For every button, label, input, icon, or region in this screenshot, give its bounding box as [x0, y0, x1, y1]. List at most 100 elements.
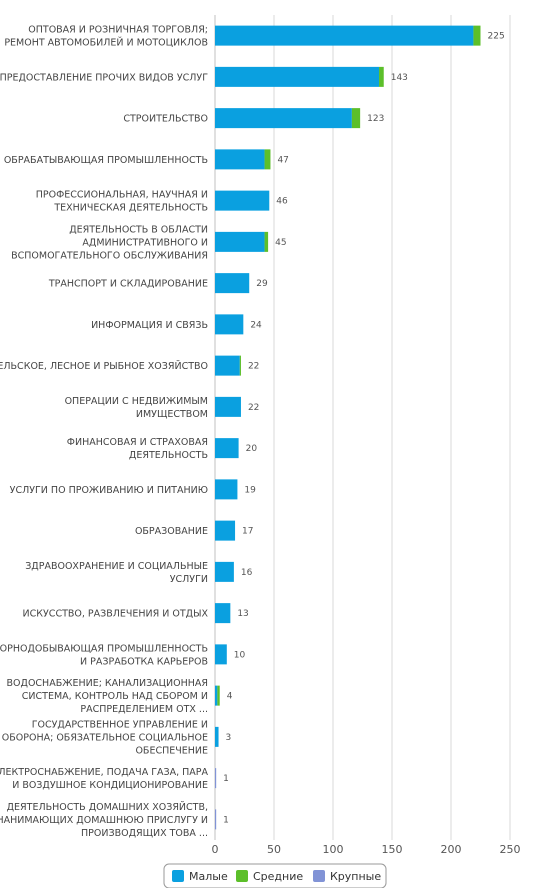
category-label: ТРАНСПОРТ И СКЛАДИРОВАНИЕ	[48, 279, 208, 290]
data-label: 17	[242, 527, 253, 537]
category-label: ДЕЯТЕЛЬНОСТЬ	[129, 450, 208, 461]
category-label: ОБЕСПЕЧЕНИЕ	[135, 745, 208, 756]
data-label: 4	[227, 692, 233, 702]
data-label: 22	[248, 362, 259, 372]
x-tick-label: 150	[382, 843, 403, 856]
category-label: ПРОИЗВОДЯЩИХ ТОВА ...	[81, 828, 208, 839]
bar-segment[interactable]	[215, 314, 244, 335]
category-labels: ОПТОВАЯ И РОЗНИЧНАЯ ТОРГОВЛЯ;РЕМОНТ АВТО…	[0, 25, 209, 839]
legend-item-small[interactable]: Малые	[172, 870, 228, 883]
category-label: ОПЕРАЦИИ С НЕДВИЖИМЫМ	[65, 396, 208, 407]
bar-segment[interactable]	[215, 190, 270, 211]
category-label: ОБРАБАТЫВАЮЩАЯ ПРОМЫШЛЕННОСТЬ	[4, 155, 208, 166]
category-label: ПРОФЕССИОНАЛЬНАЯ, НАУЧНАЯ И	[36, 190, 208, 201]
data-label: 19	[244, 485, 256, 495]
data-label: 13	[237, 609, 248, 619]
category-label: ОБРАЗОВАНИЕ	[135, 526, 208, 537]
bar-segment[interactable]	[215, 644, 227, 665]
data-label: 29	[256, 279, 268, 289]
bar-segment[interactable]	[215, 768, 217, 789]
category-label: СЕЛЬСКОЕ, ЛЕСНОЕ И РЫБНОЕ ХОЗЯЙСТВО	[0, 360, 208, 372]
category-label: ПРЕДОСТАВЛЕНИЕ ПРОЧИХ ВИДОВ УСЛУГ	[0, 72, 208, 83]
category-label: И РАЗРАБОТКА КАРЬЕРОВ	[80, 656, 208, 667]
bar-segment[interactable]	[215, 396, 241, 417]
category-label: РАСПРЕДЕЛЕНИЕМ ОТХ ...	[80, 704, 208, 715]
bars	[215, 25, 481, 830]
bar-segment[interactable]	[215, 438, 239, 459]
bar-segment[interactable]	[215, 603, 231, 624]
bar-segment[interactable]	[215, 108, 352, 129]
legend-swatch-small	[172, 870, 184, 882]
data-label: 46	[276, 197, 288, 207]
data-label: 47	[277, 155, 288, 165]
x-tick-label: 250	[500, 843, 521, 856]
bar-segment[interactable]	[215, 685, 218, 706]
category-label: РЕМОНТ АВТОМОБИЛЕЙ И МОТОЦИКЛОВ	[4, 37, 208, 49]
legend-label-medium: Средние	[253, 870, 303, 883]
bar-segment[interactable]	[264, 231, 269, 252]
x-tick-label: 100	[323, 843, 344, 856]
bar-segment[interactable]	[215, 66, 380, 87]
data-label: 1	[223, 774, 229, 784]
legend-swatch-large	[313, 870, 325, 882]
bar-segment[interactable]	[215, 479, 238, 500]
category-label: СТРОИТЕЛЬСТВО	[123, 114, 208, 125]
bar-segment[interactable]	[215, 25, 474, 46]
category-label: ВСПОМОГАТЕЛЬНОГО ОБСЛУЖИВАНИЯ	[11, 250, 208, 261]
data-label: 1	[223, 815, 229, 825]
data-label: 22	[248, 403, 259, 413]
legend-box	[163, 863, 387, 888]
category-label: ДЕЯТЕЛЬНОСТЬ ДОМАШНИХ ХОЗЯЙСТВ,	[7, 801, 208, 813]
category-label: ОПТОВАЯ И РОЗНИЧНАЯ ТОРГОВЛЯ;	[28, 25, 208, 36]
bar-segment[interactable]	[215, 726, 219, 747]
category-label: ГОСУДАРСТВЕННОЕ УПРАВЛЕНИЕ И	[32, 719, 208, 730]
legend-item-large[interactable]: Крупные	[313, 870, 381, 883]
data-label: 143	[391, 73, 408, 83]
legend-swatch-medium	[236, 870, 248, 882]
bar-segment[interactable]	[473, 25, 481, 46]
bar-segment[interactable]	[264, 149, 271, 170]
legend: Малые Средние Крупные	[163, 863, 387, 888]
data-label: 3	[226, 733, 232, 743]
value-labels: 225 143 123 47 46 45 29 24 22 22 20 19 17 16 13 10 4 3 1 1	[223, 32, 505, 826]
bar-segment[interactable]	[215, 355, 240, 376]
data-label: 123	[367, 114, 384, 124]
bar-segment[interactable]	[215, 149, 265, 170]
category-label: ОБОРОНА; ОБЯЗАТЕЛЬНОЕ СОЦИАЛЬНОЕ	[2, 732, 208, 743]
x-axis-ticks: 0 50 100 150 200 250	[212, 843, 521, 856]
legend-label-small: Малые	[189, 870, 228, 883]
bar-segment[interactable]	[351, 108, 361, 129]
legend-label-large: Крупные	[330, 870, 381, 883]
category-label: ФИНАНСОВАЯ И СТРАХОВАЯ	[67, 437, 208, 448]
data-label: 225	[488, 32, 505, 42]
bar-segment[interactable]	[215, 273, 250, 294]
category-label: ЭЛЕКТРОСНАБЖЕНИЕ, ПОДАЧА ГАЗА, ПАРА	[0, 767, 209, 778]
data-label: 20	[246, 444, 258, 454]
category-label: НАНИМАЮЩИХ ДОМАШНЮЮ ПРИСЛУГУ И	[0, 815, 208, 826]
data-label: 45	[275, 238, 286, 248]
category-label: ДЕЯТЕЛЬНОСТЬ В ОБЛАСТИ	[69, 224, 208, 235]
bar-segment[interactable]	[215, 809, 217, 830]
category-label: И ВОЗДУШНОЕ КОНДИЦИОНИРОВАНИЕ	[12, 780, 208, 791]
category-label: ЗДРАВООХРАНЕНИЕ И СОЦИАЛЬНЫЕ	[25, 561, 208, 572]
x-tick-label: 200	[441, 843, 462, 856]
x-tick-label: 0	[212, 843, 219, 856]
category-label: АДМИНИСТРАТИВНОГО И	[82, 237, 208, 248]
bar-segment[interactable]	[215, 561, 234, 582]
category-label: ИНФОРМАЦИЯ И СВЯЗЬ	[91, 320, 208, 331]
category-label: ТЕХНИЧЕСКАЯ ДЕЯТЕЛЬНОСТЬ	[53, 203, 208, 214]
category-label: ИСКУССТВО, РАЗВЛЕЧЕНИЯ И ОТДЫХ	[23, 609, 209, 620]
bar-segment[interactable]	[239, 355, 241, 376]
x-tick-label: 50	[267, 843, 281, 856]
data-label: 24	[250, 320, 262, 330]
category-label: УСЛУГИ ПО ПРОЖИВАНИЮ И ПИТАНИЮ	[10, 485, 208, 496]
category-label: УСЛУГИ	[170, 574, 208, 585]
bar-segment[interactable]	[217, 685, 220, 706]
category-label: ВОДОСНАБЖЕНИЕ; КАНАЛИЗАЦИОННАЯ	[7, 678, 208, 689]
legend-item-medium[interactable]: Средние	[236, 870, 303, 883]
bar-segment[interactable]	[215, 231, 265, 252]
bar-segment[interactable]	[215, 520, 236, 541]
bar-segment[interactable]	[379, 66, 384, 87]
category-label: СИСТЕМА, КОНТРОЛЬ НАД СБОРОМ И	[22, 691, 208, 702]
